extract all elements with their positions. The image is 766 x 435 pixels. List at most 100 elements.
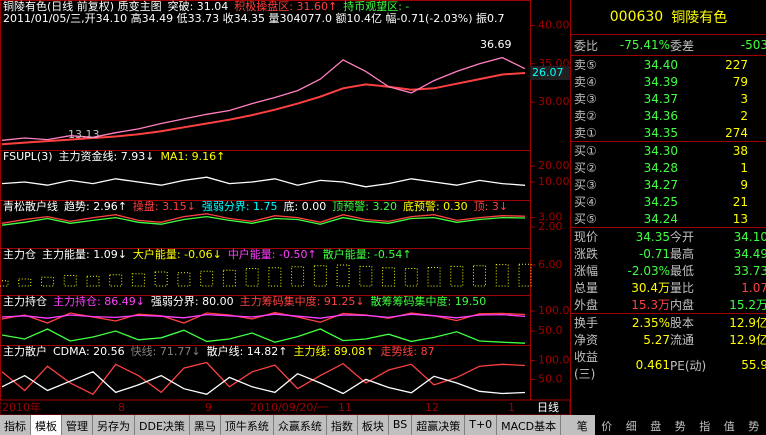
x-axis-label: 12 <box>425 401 439 414</box>
bar <box>154 271 168 287</box>
quote-cell: 今开 <box>670 230 695 244</box>
panel-header: 强弱分界: 80.00 <box>151 295 234 308</box>
indicator-line <box>1 371 526 396</box>
bar <box>382 267 396 287</box>
tab[interactable]: 超赢决策 <box>412 415 466 435</box>
panel-header: 散户能量: -0.54↑ <box>323 247 412 261</box>
quote-tab[interactable]: 盘 <box>643 415 668 435</box>
quote-row: 卖④ 34.39 79 <box>571 73 766 90</box>
quote-row: 卖⑤ 34.40 227 <box>571 56 766 73</box>
quote-cell: 34.27 <box>643 177 678 192</box>
quote-cell: -503 <box>740 38 766 52</box>
quote-tab[interactable]: 指 <box>692 415 717 435</box>
quote-tab[interactable]: 值 <box>717 415 742 435</box>
tab[interactable]: 另存为 <box>93 415 135 435</box>
quote-cell: 34.36 <box>643 108 678 123</box>
quote-cell: 34.25 <box>643 194 678 209</box>
quote-cell: 5.27 <box>643 332 670 347</box>
panel-header: 主力筹码集中度: 91.25↓ <box>240 294 365 308</box>
panel-header: 大户能量: -0.06↓ <box>133 247 222 261</box>
quote-row: 卖① 34.35 274 <box>571 124 766 141</box>
panel-header: 积极操盘区: 31.60↑ <box>234 0 337 13</box>
x-axis <box>0 399 570 415</box>
tab[interactable]: 黑马 <box>190 415 221 435</box>
quote-tab[interactable]: 势 <box>668 415 693 435</box>
tab[interactable]: DDE决策 <box>135 415 190 435</box>
tab[interactable]: 模板 <box>31 415 62 435</box>
quote-cell: 买⑤ <box>574 212 597 226</box>
quote-tabs: 笔价细盘势指值势 <box>570 415 766 435</box>
price-flag <box>530 66 570 80</box>
panel-header: 主力仓 <box>3 247 36 261</box>
indicator-line <box>1 215 526 226</box>
quote-cell: 12.9亿 <box>729 333 766 347</box>
quote-tab[interactable]: 细 <box>619 415 644 435</box>
indicator-line <box>1 311 526 324</box>
panel-header: 操盘: 3.15↓ <box>133 199 196 213</box>
quote-panel: 000630 铜陵有色 委比 -75.41% 委差 -503 卖⑤ 34.40 227 卖④ 34.… <box>570 0 766 415</box>
quote-cell: 274 <box>725 125 748 140</box>
quote-row: 买⑤ 34.24 13 <box>571 210 766 227</box>
tab[interactable]: 指标 <box>0 415 31 435</box>
panel-header: 铜陵有色(日线 前复权) 质变主图 <box>3 0 162 13</box>
quote-cell: 买④ <box>574 195 597 209</box>
tab[interactable]: 板块 <box>358 415 389 435</box>
y-tick-label: 100.0 <box>538 354 570 367</box>
quote-cell: 卖① <box>574 126 597 140</box>
tab[interactable]: 顶牛系统 <box>221 415 274 435</box>
bar <box>404 268 418 287</box>
panel-header: 快线: 71.77↓ <box>131 344 201 358</box>
quote-cell: 55.9 <box>741 358 766 372</box>
tab[interactable]: BS <box>389 415 413 435</box>
quote-cell: 30.4万 <box>631 281 670 295</box>
y-tick-label: 40.00 <box>538 18 570 31</box>
quote-row: 卖③ 34.37 3 <box>571 90 766 107</box>
panel-header: 主力持仓: 86.49↓ <box>53 294 145 308</box>
quote-row: 涨幅 -2.03% 最低 33.73 <box>571 262 766 279</box>
bar <box>245 268 259 287</box>
quote-cell: 227 <box>725 57 748 72</box>
y-tick-label: 50.0 <box>538 324 563 337</box>
panel-header: 主力资金线: 7.93↓ <box>59 149 155 163</box>
quote-cell: 流通 <box>670 333 695 347</box>
tab[interactable]: 指数 <box>327 415 358 435</box>
quote-tab[interactable]: 势 <box>741 415 766 435</box>
quote-cell: 换手 <box>574 316 599 330</box>
quote-tab[interactable]: 笔 <box>570 415 595 435</box>
quote-cell: 1.07 <box>741 280 766 295</box>
x-axis-label: 2010年 <box>2 400 41 414</box>
tab[interactable]: MACD基本 <box>497 415 562 435</box>
bar <box>177 272 191 287</box>
quote-cell: 总量 <box>574 281 599 295</box>
tab[interactable]: 众赢系统 <box>274 415 327 435</box>
quote-cell: 最高 <box>670 247 695 261</box>
quote-cell: 最低 <box>670 264 695 278</box>
bar <box>268 267 282 287</box>
price-note: 13.13 <box>68 128 100 141</box>
panel-header: 主力线: 89.08↑ <box>294 344 375 358</box>
quote-cell: 买① <box>574 144 597 158</box>
quote-cell: 34.39 <box>643 74 678 89</box>
quote-cell: 卖② <box>574 109 597 123</box>
bar <box>359 265 373 287</box>
quote-cell: 34.10 <box>733 229 766 244</box>
x-axis-label: 日线 <box>537 400 559 414</box>
quote-cell: 13 <box>732 211 748 226</box>
tab-bar: 指标 模板 管理 另存为 DDE决策 黑马 顶牛系统 众赢系统 指数 板块 BS 超赢决策 T+0 MAC… <box>0 415 570 435</box>
tab[interactable]: T+0 <box>465 415 498 435</box>
quote-cell: 34.30 <box>643 143 678 158</box>
quote-cell: 79 <box>732 74 748 89</box>
bar <box>518 263 532 287</box>
quote-cell: 21 <box>732 194 748 209</box>
panel-header: 趋势: 2.96↑ <box>64 200 127 213</box>
indicator-line <box>1 56 526 141</box>
tab[interactable]: 管理 <box>62 415 93 435</box>
quote-tab[interactable]: 价 <box>594 415 619 435</box>
panel-header: 主力持仓 <box>3 294 47 308</box>
panel-header: MA1: 9.16↑ <box>160 150 225 163</box>
panel-header: 底预警: 0.30 <box>403 199 468 213</box>
quote-cell: 卖③ <box>574 92 597 106</box>
quote-cell: -0.71 <box>638 246 670 261</box>
indicator-line <box>1 213 526 224</box>
